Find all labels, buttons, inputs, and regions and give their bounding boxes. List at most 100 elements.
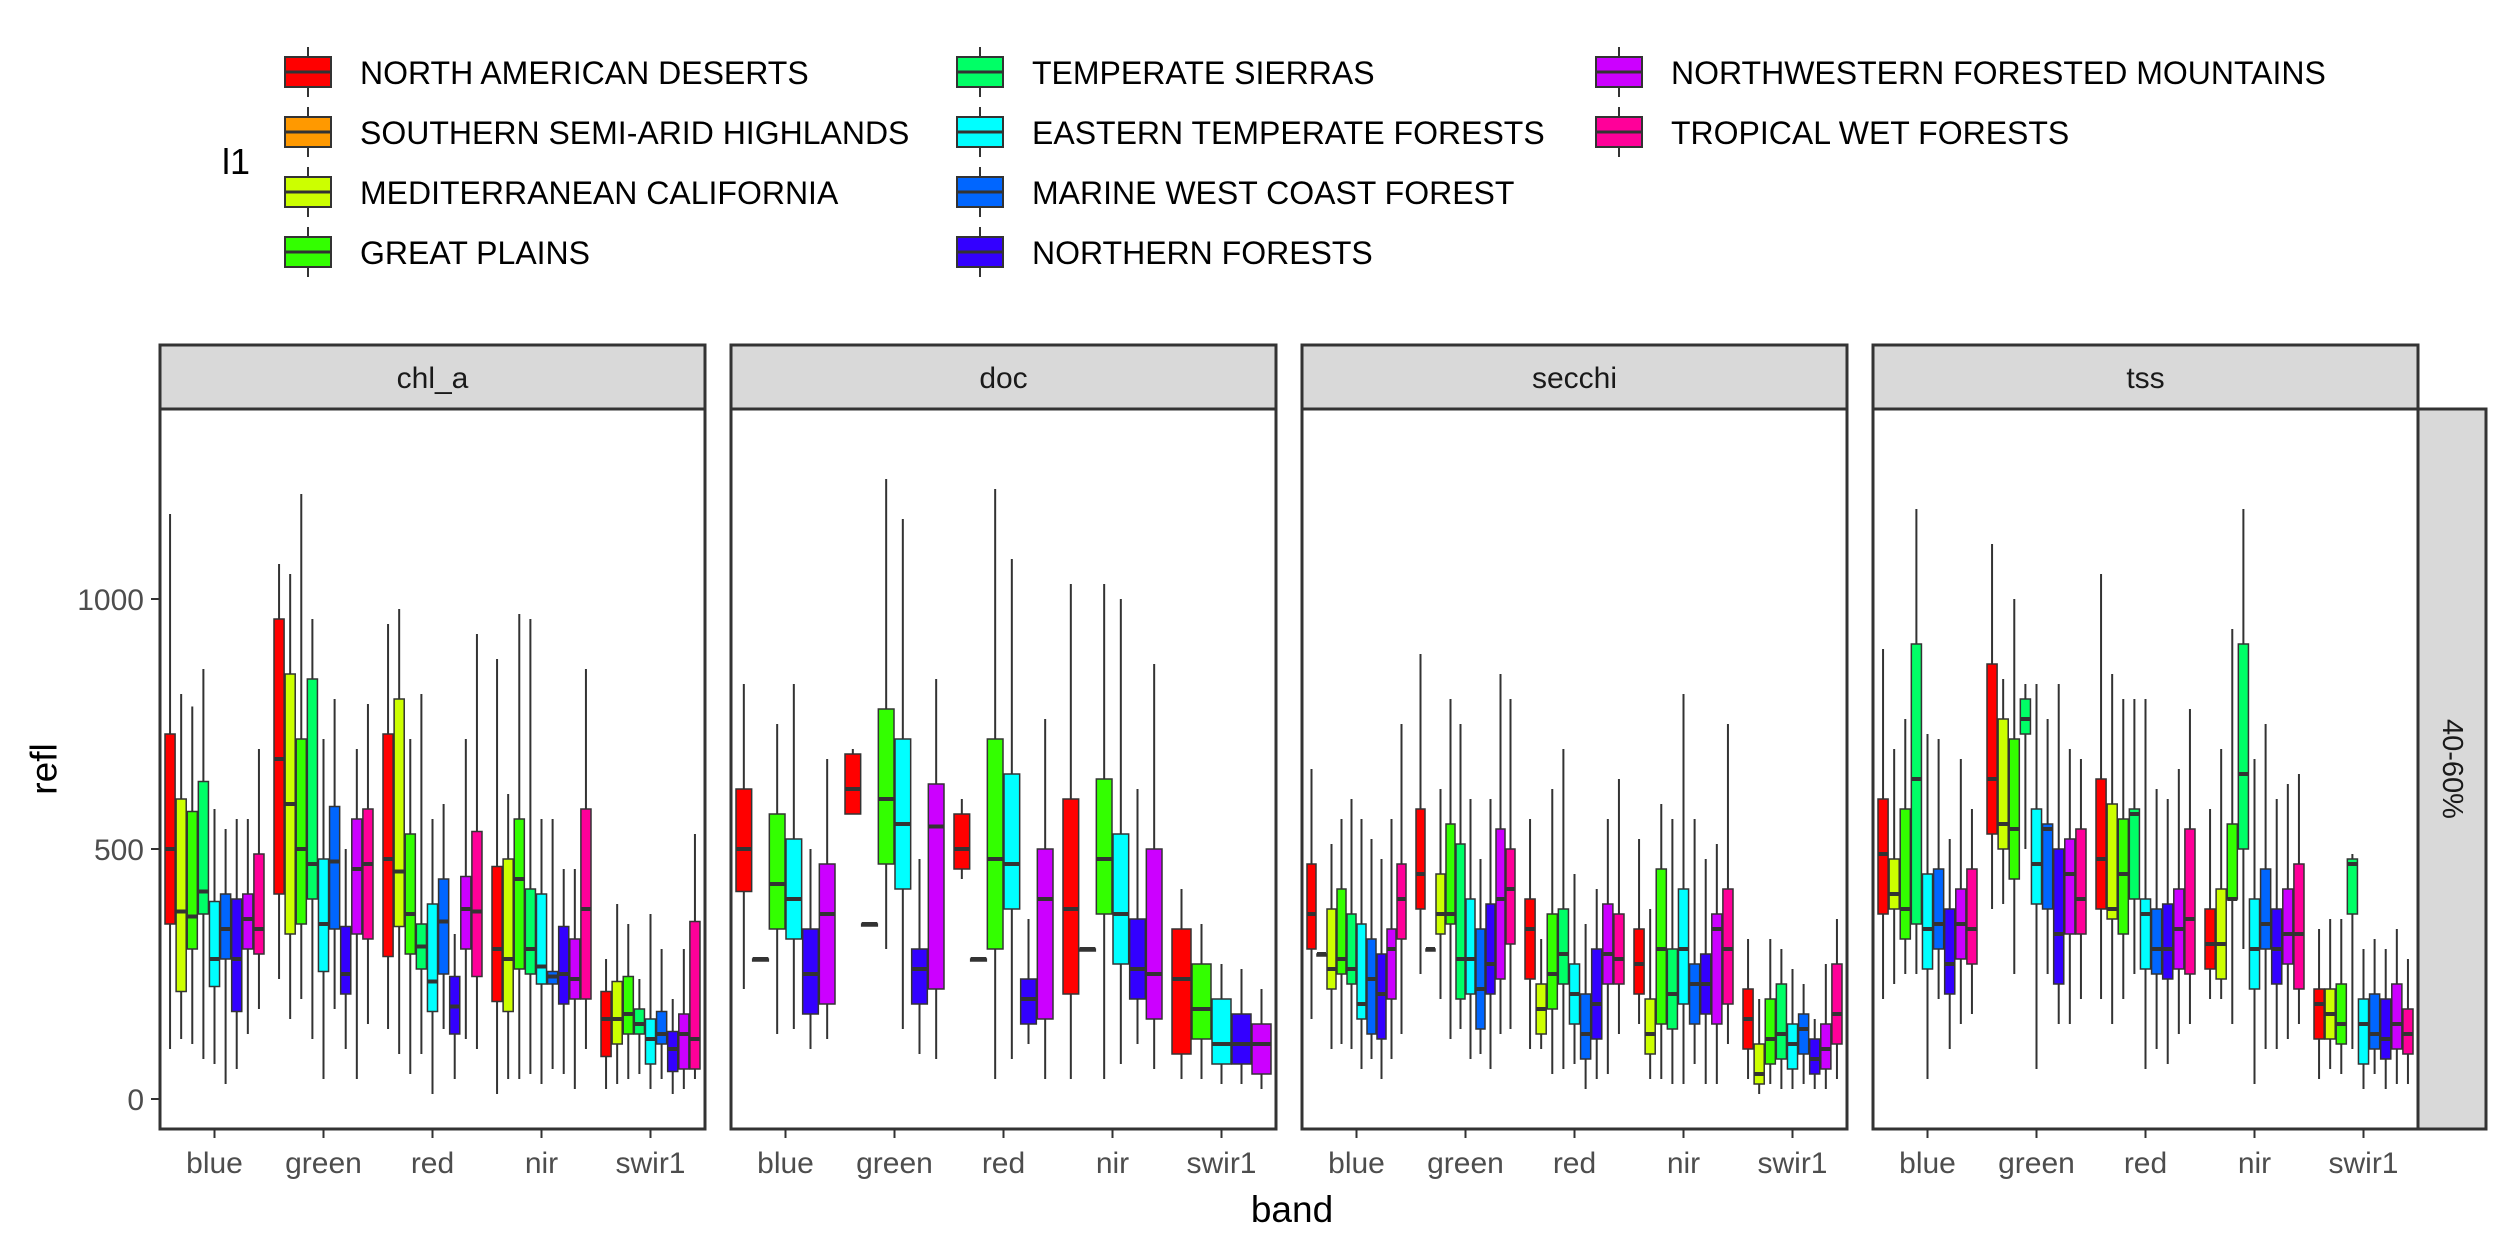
box-red-tropical-wet-forests (2184, 709, 2196, 1024)
panel-secchi: secchi blue green red nir swir1 (1300, 343, 1849, 1180)
box-swir1-tropical-wet-forests (1831, 919, 1843, 1079)
box-body (1366, 938, 1377, 1035)
box-body (502, 858, 514, 1013)
box-blue-mediterranean-california (1326, 844, 1337, 1049)
x-tick-label: nir (525, 1147, 558, 1180)
box-swir1-mediterranean-california (2324, 919, 2336, 1069)
box-body (1095, 778, 1113, 915)
x-tick-label: red (982, 1147, 1025, 1180)
box-body (1932, 868, 1945, 950)
box-body (2150, 908, 2163, 975)
box-blue-tropical-wet-forests (1396, 724, 1407, 1034)
box-body (877, 708, 895, 865)
box-body (1003, 773, 1021, 910)
box-nir-northern-forests (1699, 859, 1712, 1084)
box-nir-marine-west-coast-forest (546, 819, 559, 1069)
box-swir1-northern-forests (1808, 1019, 1821, 1089)
box-body (1019, 978, 1038, 1025)
box-blue-north-american-deserts (735, 684, 753, 989)
box-body (253, 853, 265, 955)
x-tick-label: swir1 (1757, 1147, 1827, 1180)
legend-item-southern-semi-arid-highlands: SOUTHERN SEMI-ARID HIGHLANDS (284, 107, 909, 157)
box-body (2041, 823, 2054, 910)
box-body (689, 920, 701, 1070)
x-axis-chl-a: blue green red nir swir1 (186, 1129, 686, 1180)
box-blue-northwestern-forested-mountains (1955, 759, 1967, 1024)
box-green-northwestern-forested-mountains (1495, 674, 1506, 1034)
x-axis-doc: blue green red nir swir1 (757, 1129, 1257, 1180)
box-green-eastern-temperate-forests (2030, 684, 2043, 1069)
box-body (1666, 948, 1679, 1030)
box-body (785, 838, 803, 940)
box-body (513, 818, 526, 970)
box-body (2259, 868, 2272, 950)
box-nir-northwestern-forested-mountains (2282, 784, 2294, 1039)
box-swir1-great-plains (2335, 919, 2348, 1074)
box-red-northwestern-forested-mountains (2173, 769, 2185, 1034)
boxes (1306, 654, 1843, 1094)
box-body (351, 818, 363, 935)
legend-label: EASTERN TEMPERATE FORESTS (1032, 115, 1545, 151)
box-body (328, 805, 341, 930)
box-body (2215, 888, 2227, 980)
boxes (1877, 509, 2414, 1089)
x-tick-label: swir1 (1186, 1147, 1256, 1180)
box-blue-temperate-sierras (197, 669, 210, 1059)
box-red-great-plains (404, 739, 417, 1074)
box-swir1-tropical-wet-forests (689, 834, 701, 1079)
legend-title: l1 (222, 141, 250, 182)
box-nir-north-american-deserts (1062, 584, 1080, 1079)
box-body (393, 698, 405, 928)
box-body (2030, 808, 2043, 905)
x-tick-label: green (285, 1147, 362, 1180)
box-green-great-plains (295, 494, 308, 999)
strip-label: chl_a (397, 362, 469, 395)
box-swir1-northern-forests (2379, 949, 2392, 1089)
box-red-marine-west-coast-forest (1579, 924, 1592, 1089)
box-swir1-mediterranean-california (1753, 999, 1765, 1094)
box-body (1910, 643, 1923, 925)
x-tick-label: red (2124, 1147, 2167, 1180)
box-swir1-mediterranean-california (611, 904, 623, 1084)
box-swir1-northern-forests (666, 999, 679, 1094)
box-body (1546, 913, 1559, 1010)
box-green-temperate-sierras (1455, 724, 1466, 1029)
box-green-northern-forests (339, 849, 352, 1049)
box-swir1-northwestern-forested-mountains (2391, 929, 2403, 1084)
box-body (186, 810, 199, 950)
box-body (2128, 808, 2141, 900)
box-body (2379, 998, 2392, 1060)
box-body (1415, 808, 1426, 910)
box-swir1-north-american-deserts (600, 959, 612, 1089)
strip-label: doc (979, 362, 1027, 395)
box-nir-northern-forests (1128, 789, 1147, 1044)
box-body (362, 808, 374, 940)
box-body (557, 925, 570, 1005)
box-swir1-northwestern-forested-mountains (1251, 989, 1272, 1089)
box-green-mediterranean-california (1997, 679, 2009, 904)
box-swir1-marine-west-coast-forest (655, 949, 668, 1079)
box-nir-northwestern-forested-mountains (1711, 844, 1723, 1084)
panel-tss: tss blue green red nir swir1 (1871, 343, 2420, 1180)
box-green-marine-west-coast-forest (1475, 859, 1486, 1054)
box-nir-eastern-temperate-forests (535, 819, 548, 1084)
box-swir1-north-american-deserts (2313, 929, 2325, 1079)
box-green-marine-west-coast-forest (2041, 719, 2054, 974)
legend-label: TROPICAL WET FORESTS (1671, 115, 2069, 151)
box-green-north-american-deserts (273, 564, 285, 979)
box-swir1-great-plains (1191, 924, 1212, 1079)
box-swir1-tropical-wet-forests (2402, 959, 2414, 1084)
box-nir-great-plains (1655, 804, 1668, 1079)
box-body (2248, 898, 2261, 990)
box-green-great-plains (877, 479, 895, 949)
box-body (2204, 908, 2216, 970)
box-nir-great-plains (513, 614, 526, 1079)
y-tick-label: 500 (94, 834, 144, 867)
box-body (2357, 998, 2370, 1065)
strip-background (729, 343, 1278, 411)
box-nir-mediterranean-california (502, 794, 514, 1079)
box-nir-northern-forests (2270, 799, 2283, 1049)
box-swir1-temperate-sierras (2346, 854, 2359, 1049)
box-green-great-plains (2008, 599, 2021, 974)
box-nir-temperate-sierras (1666, 819, 1679, 1084)
